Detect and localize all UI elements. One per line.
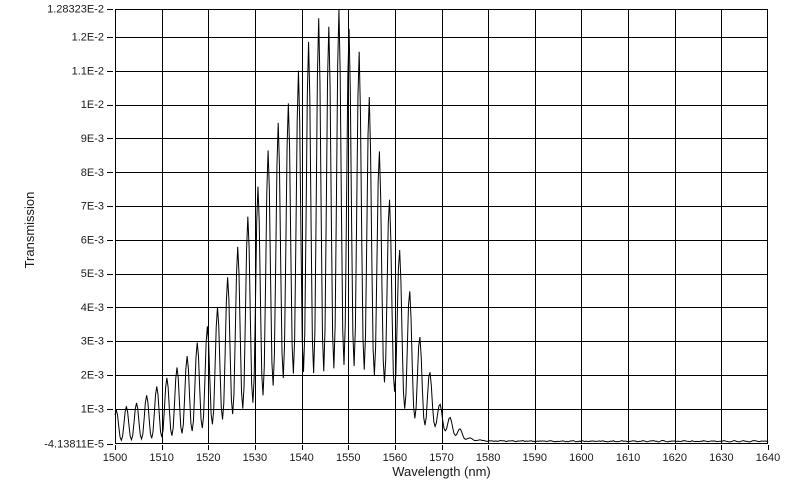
svg-text:1600: 1600 bbox=[569, 452, 593, 464]
svg-text:1580: 1580 bbox=[476, 452, 500, 464]
svg-text:1550: 1550 bbox=[336, 452, 360, 464]
svg-text:6E-3: 6E-3 bbox=[81, 234, 104, 246]
svg-text:1630: 1630 bbox=[709, 452, 733, 464]
x-axis-title: Wavelength (nm) bbox=[392, 464, 491, 479]
svg-text:-4.13811E-5: -4.13811E-5 bbox=[44, 439, 104, 451]
svg-text:8E-3: 8E-3 bbox=[81, 167, 104, 179]
svg-text:1E-3: 1E-3 bbox=[81, 403, 104, 415]
svg-text:3E-3: 3E-3 bbox=[81, 336, 104, 348]
svg-text:1520: 1520 bbox=[196, 452, 220, 464]
svg-text:1570: 1570 bbox=[429, 452, 453, 464]
svg-text:1560: 1560 bbox=[383, 452, 407, 464]
svg-text:9E-3: 9E-3 bbox=[81, 133, 104, 145]
svg-text:1540: 1540 bbox=[289, 452, 313, 464]
svg-text:1500: 1500 bbox=[103, 452, 127, 464]
svg-text:1640: 1640 bbox=[756, 452, 780, 464]
svg-text:1510: 1510 bbox=[149, 452, 173, 464]
svg-text:7E-3: 7E-3 bbox=[81, 201, 104, 213]
svg-text:1530: 1530 bbox=[243, 452, 267, 464]
svg-text:1.1E-2: 1.1E-2 bbox=[72, 65, 104, 77]
y-axis-title: Transmission bbox=[22, 191, 37, 269]
svg-text:1590: 1590 bbox=[523, 452, 547, 464]
svg-text:1E-2: 1E-2 bbox=[81, 99, 104, 111]
svg-text:1.2E-2: 1.2E-2 bbox=[72, 32, 104, 44]
svg-text:4E-3: 4E-3 bbox=[81, 302, 104, 314]
svg-text:2E-3: 2E-3 bbox=[81, 370, 104, 382]
svg-text:5E-3: 5E-3 bbox=[81, 268, 104, 280]
svg-text:1.28323E-2: 1.28323E-2 bbox=[47, 4, 104, 16]
svg-text:1620: 1620 bbox=[662, 452, 686, 464]
svg-text:1610: 1610 bbox=[616, 452, 640, 464]
